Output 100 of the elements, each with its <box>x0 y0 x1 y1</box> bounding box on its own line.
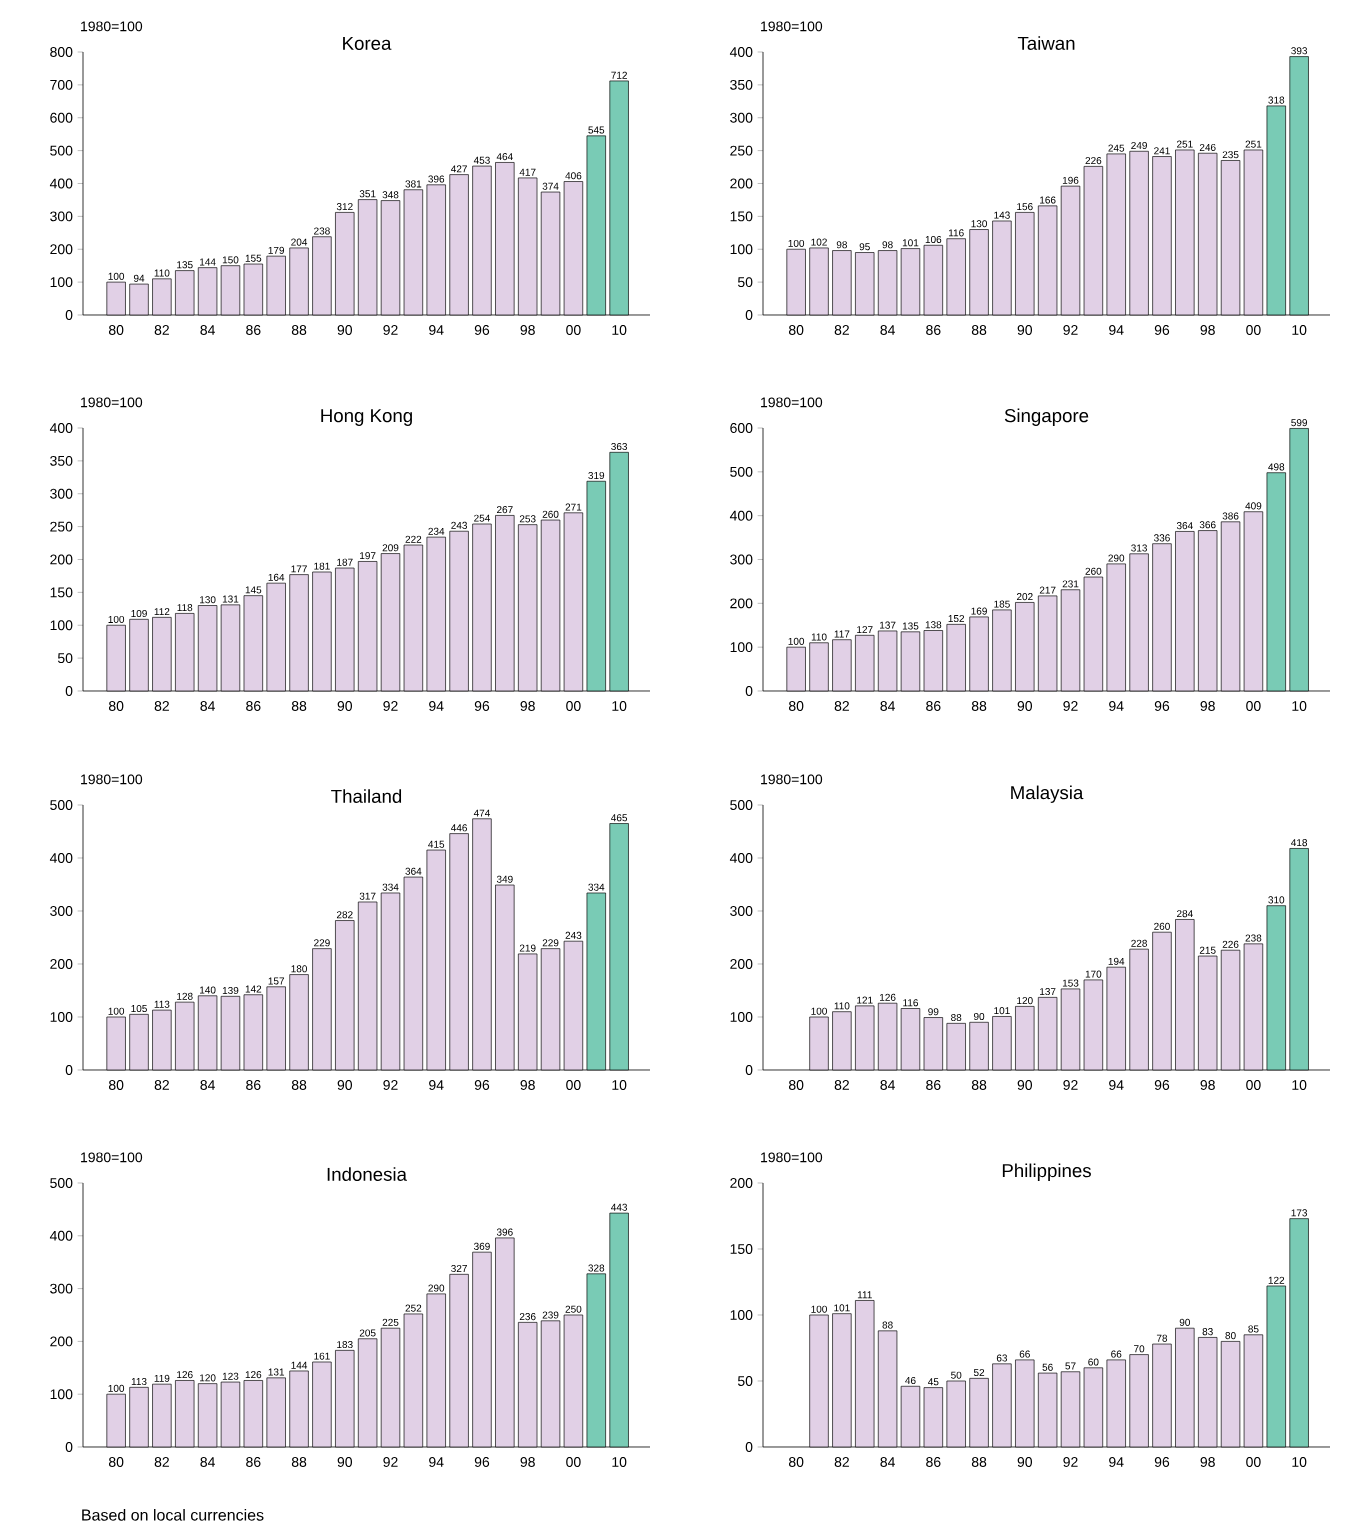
data-label: 121 <box>857 996 873 1004</box>
data-label: 228 <box>1131 939 1147 947</box>
data-label: 102 <box>811 238 827 246</box>
data-label: 169 <box>971 607 987 615</box>
y-tick-label: 0 <box>745 686 753 696</box>
data-label: 100 <box>811 1007 827 1015</box>
x-tick-label: 84 <box>200 1080 215 1090</box>
data-label: 599 <box>1291 419 1307 427</box>
data-label: 236 <box>519 1313 536 1321</box>
x-tick-label: 82 <box>834 1080 849 1090</box>
y-tick-label: 0 <box>65 310 73 320</box>
data-label: 131 <box>268 1368 285 1376</box>
x-tick-label: 90 <box>1017 325 1033 335</box>
x-tick-label: 86 <box>246 325 261 335</box>
data-label: 369 <box>473 1242 490 1250</box>
y-tick-label: 200 <box>50 244 73 255</box>
x-tick-label: 86 <box>926 1080 941 1090</box>
chart-title: Malaysia <box>1011 785 1084 803</box>
x-tick-label: 80 <box>108 325 124 335</box>
data-label: 267 <box>496 506 513 514</box>
x-tick-label: 10 <box>612 701 627 711</box>
data-label: 46 <box>905 1376 916 1385</box>
data-label: 215 <box>1199 946 1216 954</box>
y-tick-label: 150 <box>50 587 73 598</box>
data-label: 202 <box>1016 593 1033 601</box>
data-label: 318 <box>1268 96 1285 104</box>
data-label: 222 <box>405 535 422 543</box>
x-tick-label: 94 <box>429 701 444 711</box>
x-tick-label: 10 <box>612 325 627 335</box>
data-label: 105 <box>131 1004 147 1013</box>
data-label: 271 <box>565 503 582 511</box>
y-tick-label: 0 <box>65 686 73 696</box>
data-label: 381 <box>405 180 422 188</box>
data-label: 90 <box>973 1012 985 1021</box>
x-tick-label: 86 <box>926 1457 941 1467</box>
data-label: 170 <box>1085 970 1102 978</box>
data-label: 120 <box>1017 997 1033 1005</box>
data-label: 110 <box>834 1002 850 1010</box>
data-label: 453 <box>473 156 490 164</box>
data-label: 110 <box>154 269 170 277</box>
data-label: 251 <box>1245 140 1262 148</box>
x-tick-label: 82 <box>834 701 849 711</box>
x-tick-label: 92 <box>1063 1080 1078 1090</box>
y-tick-label: 0 <box>65 1442 73 1452</box>
x-tick-label: 10 <box>612 1457 627 1467</box>
x-tick-label: 96 <box>474 701 490 711</box>
x-tick-label: 88 <box>291 1080 307 1090</box>
data-label: 100 <box>108 615 125 623</box>
data-label: 156 <box>1017 203 1033 211</box>
x-tick-label: 00 <box>566 325 581 335</box>
y-axis-title: 1980=100 <box>81 1152 143 1163</box>
y-tick-label: 300 <box>50 1283 73 1294</box>
data-label: 99 <box>928 1008 939 1016</box>
data-label: 231 <box>1062 580 1079 588</box>
y-axis-title: 1980=100 <box>81 397 143 408</box>
data-label: 282 <box>336 911 353 919</box>
y-tick-label: 0 <box>745 310 753 320</box>
x-tick-label: 88 <box>971 1457 987 1467</box>
data-label: 312 <box>336 203 353 211</box>
data-label: 181 <box>314 562 330 570</box>
data-label: 205 <box>359 1329 376 1337</box>
data-label: 139 <box>222 986 239 995</box>
x-tick-label: 10 <box>612 1080 627 1090</box>
data-label: 140 <box>200 986 216 994</box>
data-label: 245 <box>1108 144 1125 152</box>
y-tick-label: 200 <box>730 1178 753 1188</box>
y-tick-label: 200 <box>730 598 753 609</box>
x-tick-label: 88 <box>291 1457 307 1467</box>
data-label: 45 <box>928 1378 939 1386</box>
data-label: 253 <box>519 515 536 523</box>
data-label: 118 <box>177 604 193 612</box>
data-label: 183 <box>337 1341 353 1349</box>
x-tick-label: 92 <box>1063 701 1078 711</box>
y-tick-label: 500 <box>50 800 73 810</box>
x-tick-label: 00 <box>1246 1080 1261 1090</box>
y-tick-label: 200 <box>730 959 753 969</box>
data-label: 135 <box>177 261 193 269</box>
x-tick-label: 90 <box>337 701 353 711</box>
data-label: 336 <box>1154 534 1170 542</box>
x-tick-label: 86 <box>246 701 261 711</box>
y-tick-label: 250 <box>730 145 753 156</box>
data-label: 226 <box>1222 940 1239 948</box>
x-tick-label: 94 <box>1109 1080 1124 1090</box>
y-tick-label: 500 <box>50 145 73 156</box>
y-tick-label: 200 <box>50 1336 73 1347</box>
x-tick-label: 00 <box>1246 701 1261 711</box>
y-tick-label: 600 <box>50 112 73 123</box>
data-label: 52 <box>973 1369 985 1377</box>
x-tick-label: 80 <box>788 701 804 711</box>
data-label: 229 <box>314 939 330 947</box>
data-label: 349 <box>496 875 513 883</box>
data-label: 126 <box>245 1371 262 1379</box>
x-tick-label: 92 <box>383 1080 398 1090</box>
y-axis-title: 1980=100 <box>761 21 823 32</box>
y-tick-label: 400 <box>729 47 753 57</box>
data-label: 161 <box>314 1352 330 1360</box>
x-tick-label: 88 <box>291 325 307 335</box>
data-label: 327 <box>451 1264 467 1273</box>
data-label: 187 <box>337 558 353 566</box>
x-tick-label: 84 <box>880 1080 895 1090</box>
